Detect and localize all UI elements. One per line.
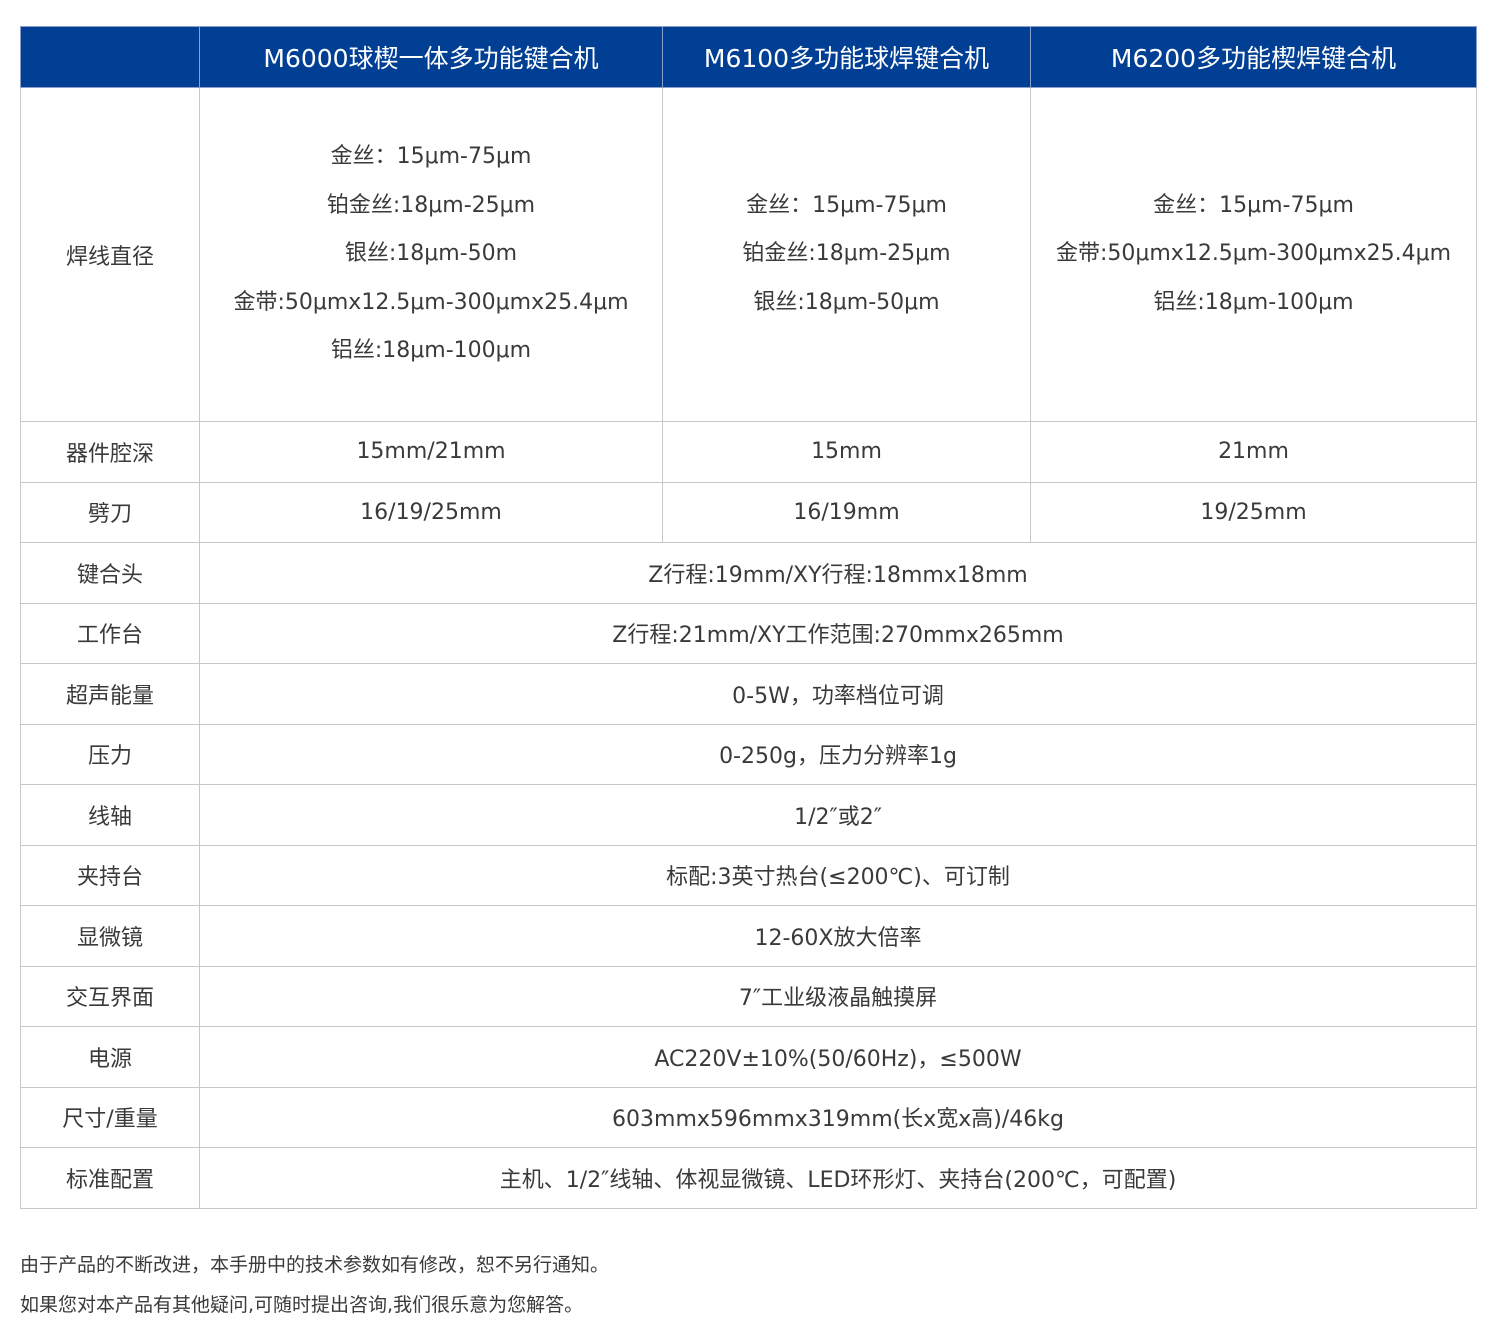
cell: 1/2″或2″ [199, 784, 1477, 846]
cell: 7″工业级液晶触摸屏 [199, 965, 1477, 1027]
cell-line: 铝丝:18μm-100μm [330, 338, 532, 364]
footnote-1: 由于产品的不断改进，本手册中的技术参数如有修改，恕不另行通知。 [20, 1254, 610, 1276]
cell: AC220V±10%(50/60Hz)，≤500W [199, 1026, 1477, 1088]
cell-line: 金丝：15μm-75μm [330, 144, 532, 170]
row-label: 交互界面 [20, 965, 200, 1027]
row-ultrasonic: 超声能量 0-5W，功率档位可调 [20, 663, 1477, 725]
row-standard: 标准配置 主机、1/2″线轴、体视显微镜、LED环形灯、夹持台(200℃，可配置) [20, 1147, 1477, 1209]
row-worktable: 工作台 Z行程:21mm/XY工作范围:270mmx265mm [20, 602, 1477, 664]
row-wedge: 劈刀 16/19/25mm 16/19mm 19/25mm [20, 481, 1477, 543]
cell: 0-5W，功率档位可调 [199, 663, 1477, 725]
cell-line: 银丝:18μm-50m [344, 241, 518, 267]
row-label: 显微镜 [20, 905, 200, 967]
cell-line: 金带:50μmx12.5μm-300μmx25.4μm [233, 289, 629, 315]
row-microscope: 显微镜 12-60X放大倍率 [20, 905, 1477, 967]
row-power: 电源 AC220V±10%(50/60Hz)，≤500W [20, 1026, 1477, 1088]
cell: 603mmx596mmx319mm(长x宽x高)/46kg [199, 1086, 1477, 1148]
cell: Z行程:19mm/XY行程:18mmx18mm [199, 542, 1477, 604]
cell: 12-60X放大倍率 [199, 905, 1477, 967]
cell: 主机、1/2″线轴、体视显微镜、LED环形灯、夹持台(200℃，可配置) [199, 1147, 1477, 1209]
footnote-2: 如果您对本产品有其他疑问,可随时提出咨询,我们很乐意为您解答。 [20, 1294, 584, 1316]
cell-line: 金丝：15μm-75μm [746, 192, 947, 218]
cell: 21mm [1030, 421, 1477, 483]
m6200-wire: 金丝：15μm-75μm 金带:50μmx12.5μm-300μmx25.4μm… [1030, 87, 1477, 422]
row-label: 超声能量 [20, 663, 200, 725]
row-label: 线轴 [20, 784, 200, 846]
cell: Z行程:21mm/XY工作范围:270mmx265mm [199, 602, 1477, 664]
header-m6100: M6100多功能球焊键合机 [662, 26, 1031, 88]
row-spool: 线轴 1/2″或2″ [20, 784, 1477, 846]
cell-line: 金丝：15μm-75μm [1153, 192, 1354, 218]
row-label: 劈刀 [20, 481, 200, 543]
row-label: 夹持台 [20, 844, 200, 906]
row-size-weight: 尺寸/重量 603mmx596mmx319mm(长x宽x高)/46kg [20, 1086, 1477, 1148]
cell: 15mm/21mm [199, 421, 663, 483]
row-label: 工作台 [20, 602, 200, 664]
header-row: M6000球楔一体多功能键合机 M6100多功能球焊键合机 M6200多功能楔焊… [20, 26, 1477, 88]
cell: 0-250g，压力分辨率1g [199, 723, 1477, 785]
row-interface: 交互界面 7″工业级液晶触摸屏 [20, 965, 1477, 1027]
cell: 标配:3英寸热台(≤200℃)、可订制 [199, 844, 1477, 906]
row-bond-head: 键合头 Z行程:19mm/XY行程:18mmx18mm [20, 542, 1477, 604]
row-label: 焊线直径 [20, 87, 200, 422]
cell-line: 铂金丝:18μm-25μm [326, 192, 536, 218]
row-cavity-depth: 器件腔深 15mm/21mm 15mm 21mm [20, 421, 1477, 483]
spec-table: M6000球楔一体多功能键合机 M6100多功能球焊键合机 M6200多功能楔焊… [20, 26, 1477, 1209]
row-label: 压力 [20, 723, 200, 785]
m6100-wire: 金丝：15μm-75μm 铂金丝:18μm-25μm 银丝:18μm-50μm [662, 87, 1031, 422]
m6000-wire: 金丝：15μm-75μm 铂金丝:18μm-25μm 银丝:18μm-50m 金… [199, 87, 663, 422]
header-m6000: M6000球楔一体多功能键合机 [199, 26, 663, 88]
row-label: 电源 [20, 1026, 200, 1088]
cell: 16/19/25mm [199, 481, 663, 543]
header-blank [20, 26, 200, 88]
row-label: 尺寸/重量 [20, 1086, 200, 1148]
row-label: 标准配置 [20, 1147, 200, 1209]
cell: 16/19mm [662, 481, 1031, 543]
row-label: 键合头 [20, 542, 200, 604]
cell: 15mm [662, 421, 1031, 483]
cell: 19/25mm [1030, 481, 1477, 543]
row-wire-diameter: 焊线直径 金丝：15μm-75μm 铂金丝:18μm-25μm 银丝:18μm-… [20, 87, 1477, 422]
header-m6200: M6200多功能楔焊键合机 [1030, 26, 1477, 88]
row-clamp: 夹持台 标配:3英寸热台(≤200℃)、可订制 [20, 844, 1477, 906]
row-label: 器件腔深 [20, 421, 200, 483]
row-force: 压力 0-250g，压力分辨率1g [20, 723, 1477, 785]
cell-line: 铂金丝:18μm-25μm [742, 241, 951, 267]
cell-line: 银丝:18μm-50μm [753, 289, 940, 315]
cell-line: 铝丝:18μm-100μm [1153, 289, 1354, 315]
cell-line: 金带:50μmx12.5μm-300μmx25.4μm [1055, 241, 1452, 267]
